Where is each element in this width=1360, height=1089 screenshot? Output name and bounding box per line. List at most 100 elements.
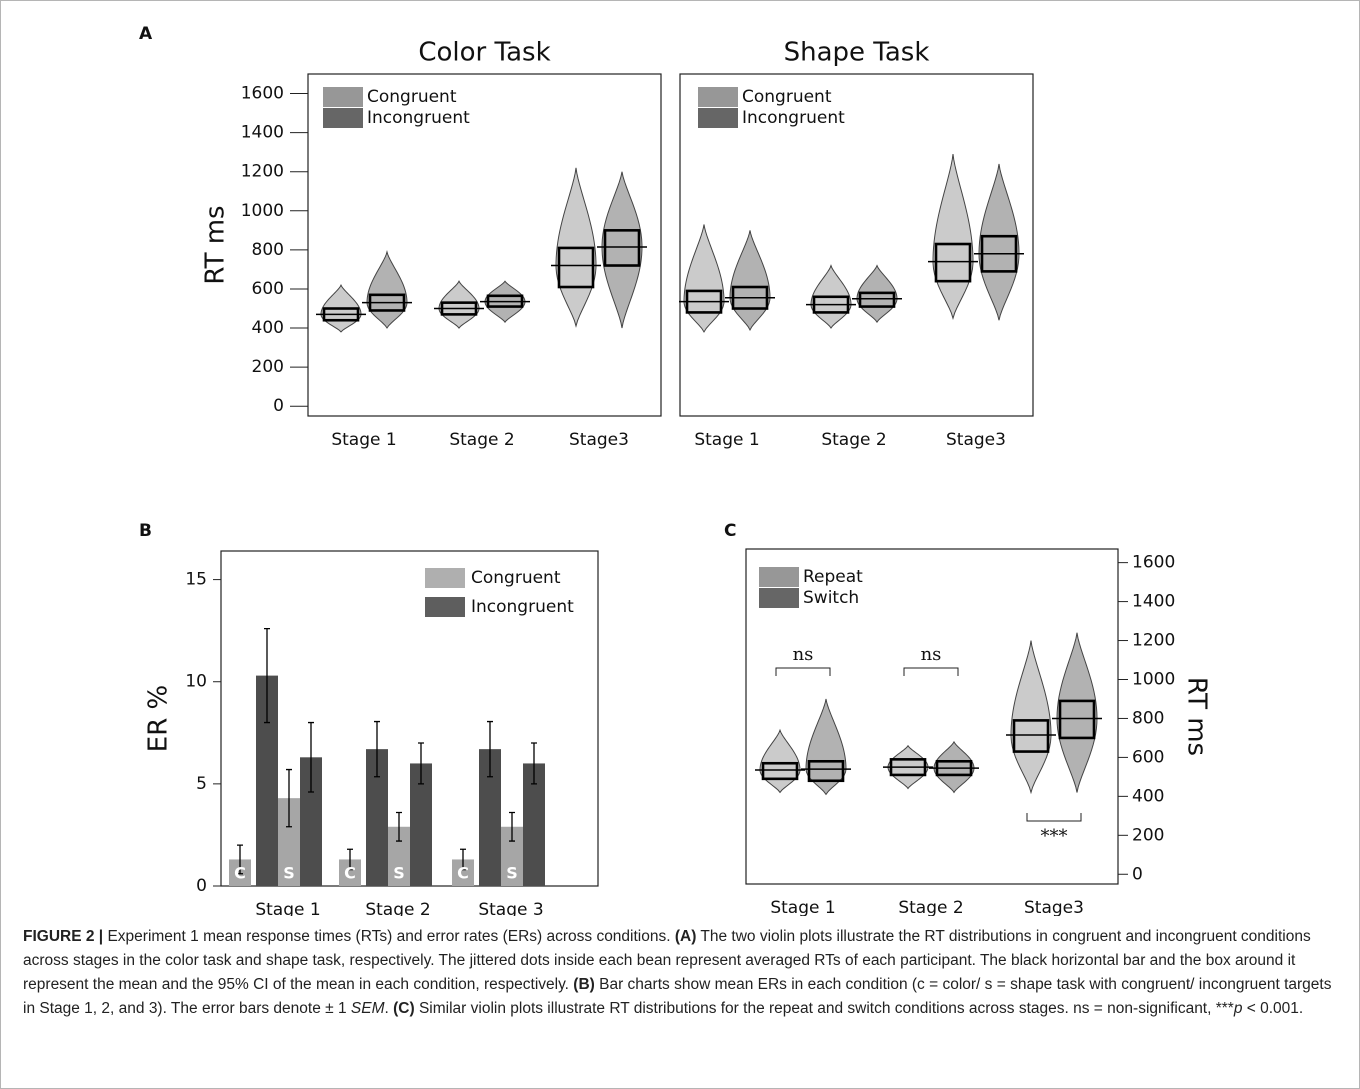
- caption-text: SEM: [350, 1000, 385, 1017]
- error-bar: [396, 811, 402, 842]
- violin: [932, 154, 974, 320]
- violin: [683, 224, 725, 333]
- legend-swatch: [425, 597, 465, 617]
- y-tick-label: 200: [1132, 825, 1164, 845]
- x-tick-label: Stage 2: [365, 900, 430, 916]
- violin: [1010, 640, 1052, 795]
- bar-label: S: [506, 864, 518, 883]
- violin: [438, 280, 480, 329]
- panel-label: B: [139, 521, 152, 541]
- x-tick-label: Stage 1: [255, 900, 320, 916]
- bar: [501, 826, 523, 886]
- x-tick-label: Stage 3: [478, 900, 543, 916]
- legend-swatch: [759, 588, 799, 608]
- y-axis-label: RT ms: [201, 205, 231, 284]
- y-tick-label: 600: [252, 279, 284, 299]
- error-bar: [264, 627, 270, 724]
- x-tick-label: Stage3: [946, 430, 1006, 450]
- legend-label: Congruent: [471, 568, 561, 588]
- y-tick-label: 1600: [1132, 553, 1175, 573]
- x-tick-label: Stage 1: [770, 898, 835, 916]
- legend-label: Repeat: [803, 567, 863, 587]
- bar: [256, 675, 278, 886]
- ci-box: [1012, 719, 1050, 753]
- chart-title: Color Task: [418, 38, 550, 68]
- caption-text: < 0.001.: [1242, 1000, 1304, 1017]
- bar: [388, 826, 410, 886]
- legend-label: Incongruent: [367, 108, 470, 128]
- caption-text: (A): [674, 928, 697, 945]
- plot-frame: [745, 548, 1119, 885]
- y-tick-label: 400: [1132, 786, 1164, 806]
- x-tick-label: Stage3: [569, 430, 629, 450]
- error-bar: [509, 811, 515, 842]
- caption: FIGURE 2 | Experiment 1 mean response ti…: [23, 925, 1339, 1021]
- legend-swatch: [698, 108, 738, 128]
- ci-box: [858, 291, 896, 308]
- x-tick-label: Stage3: [1024, 898, 1084, 916]
- y-tick-label: 1000: [241, 201, 284, 221]
- x-tick-label: Stage 2: [898, 898, 963, 916]
- y-tick-label: 5: [196, 774, 207, 794]
- bar: [410, 763, 432, 886]
- bar: [278, 798, 300, 886]
- bar: [479, 749, 501, 886]
- y-tick-label: 1200: [1132, 631, 1175, 651]
- violin: [805, 698, 847, 796]
- error-bar: [286, 768, 292, 828]
- x-tick-label: Stage 2: [449, 430, 514, 450]
- legend-swatch: [425, 568, 465, 588]
- y-tick-label: 1400: [1132, 592, 1175, 612]
- caption-text: Bar charts show mean ERs in each conditi…: [23, 976, 1332, 1017]
- error-bar: [308, 721, 314, 793]
- significance-bracket: [903, 667, 959, 676]
- panel-label: C: [724, 521, 736, 541]
- y-tick-label: 0: [273, 396, 284, 416]
- bar: [366, 749, 388, 886]
- ci-box: [603, 229, 641, 267]
- caption-text: The two violin plots illustrate the RT d…: [23, 928, 1311, 993]
- violin: [601, 171, 643, 329]
- significance-bracket: [1026, 813, 1082, 822]
- plot-frame: [679, 73, 1034, 417]
- legend-swatch: [698, 87, 738, 107]
- y-tick-label: 1600: [241, 84, 284, 104]
- bar-label: S: [283, 864, 295, 883]
- bar: [300, 757, 322, 886]
- y-tick-label: 1200: [241, 162, 284, 182]
- legend-swatch: [323, 87, 363, 107]
- bar-label: C: [344, 864, 356, 883]
- y-tick-label: 1400: [241, 123, 284, 143]
- annotation: ns: [921, 644, 942, 665]
- y-tick-label: 800: [1132, 708, 1164, 728]
- caption-text: Similar violin plots illustrate RT distr…: [414, 1000, 1234, 1017]
- violin: [1056, 632, 1098, 793]
- y-tick-label: 0: [196, 876, 207, 896]
- x-tick-label: Stage 1: [331, 430, 396, 450]
- error-bar: [374, 720, 380, 778]
- bar: [339, 859, 361, 886]
- error-bar: [418, 742, 424, 785]
- caption-text: p: [1233, 1000, 1243, 1017]
- legend-swatch: [759, 567, 799, 587]
- ci-box: [934, 242, 972, 283]
- x-tick-label: Stage 1: [694, 430, 759, 450]
- y-axis-label: RT ms: [1182, 677, 1212, 756]
- chart-title: Shape Task: [784, 38, 930, 68]
- ci-box: [761, 761, 799, 781]
- violin: [729, 230, 771, 332]
- legend-label: Incongruent: [742, 108, 845, 128]
- y-tick-label: 600: [1132, 747, 1164, 767]
- violin: [366, 250, 408, 329]
- y-tick-label: 15: [185, 570, 207, 590]
- plot-frame: [307, 73, 662, 417]
- error-bar: [460, 848, 466, 871]
- caption-text: .: [384, 1000, 394, 1017]
- panel-label: A: [139, 24, 153, 44]
- y-tick-label: 200: [252, 357, 284, 377]
- y-axis-label: ER %: [144, 685, 174, 752]
- bar-label: C: [457, 864, 469, 883]
- legend-label: Switch: [803, 588, 859, 608]
- legend-swatch: [323, 108, 363, 128]
